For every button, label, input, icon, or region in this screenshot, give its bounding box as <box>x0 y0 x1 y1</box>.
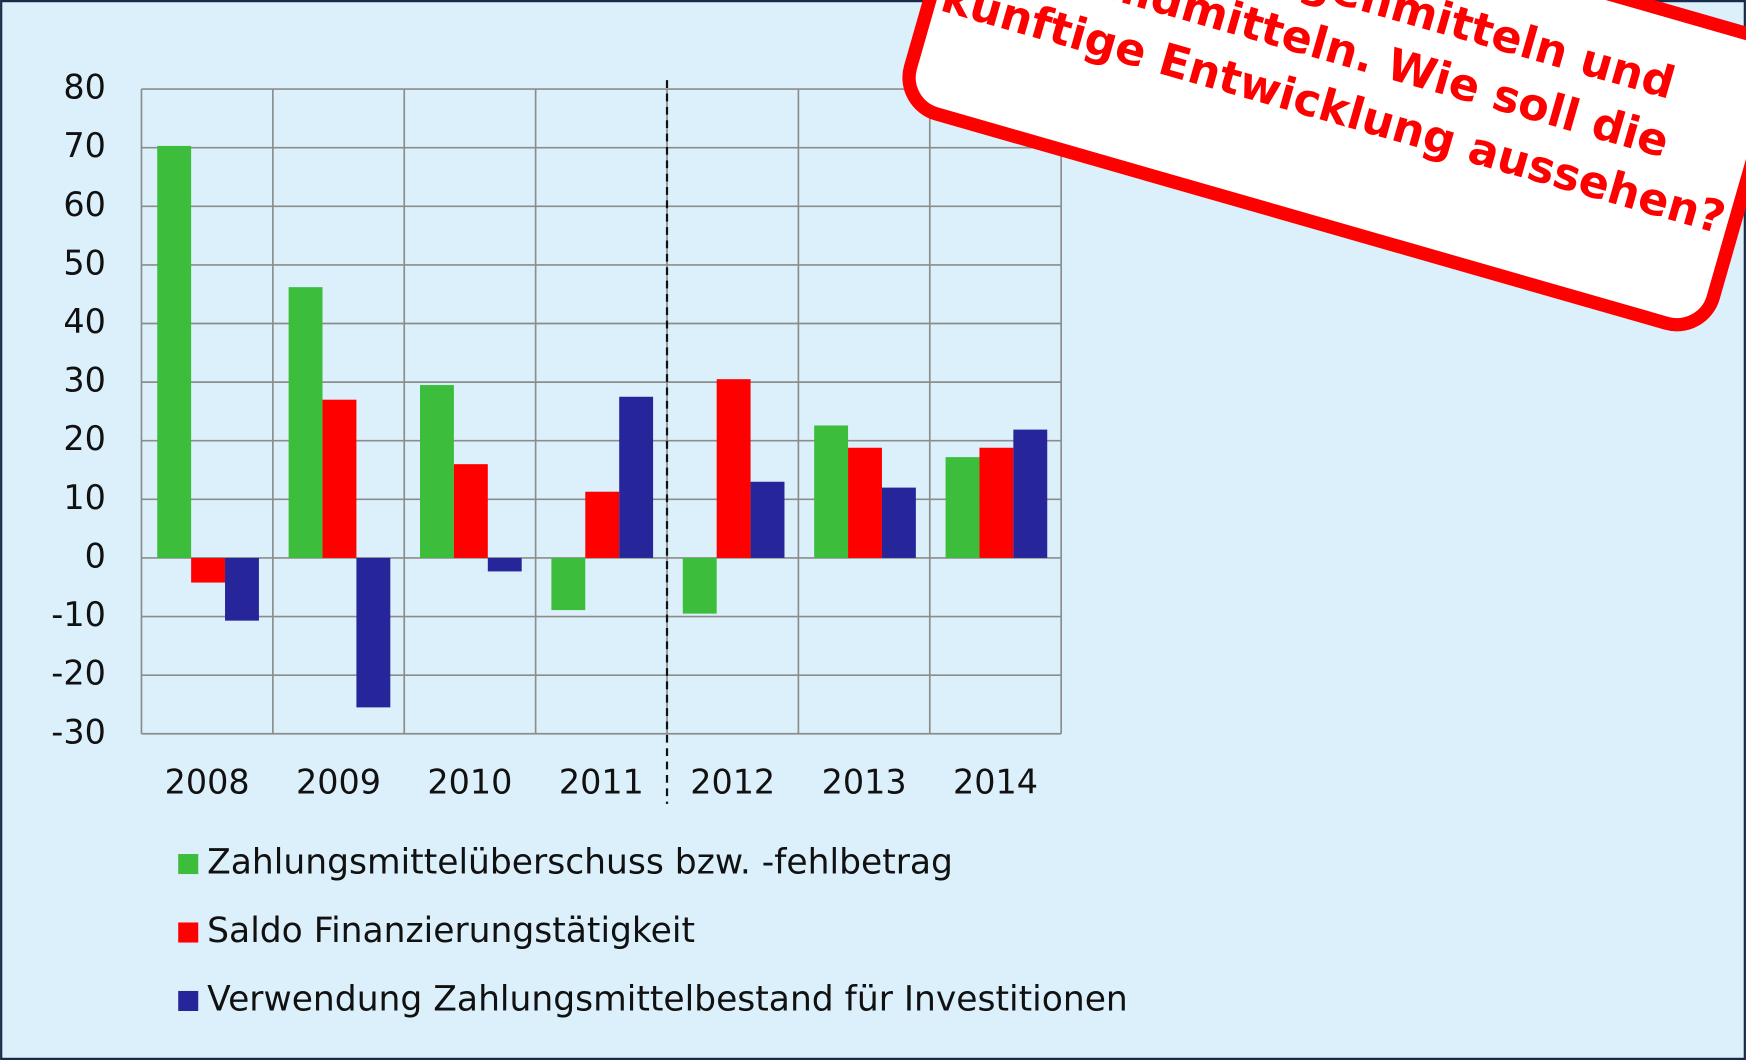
x-tick-label: 2012 <box>690 762 775 801</box>
y-tick-label: 50 <box>63 243 106 282</box>
annotation-box <box>902 0 1746 332</box>
y-tick-label: 40 <box>63 302 106 341</box>
y-tick-label: 10 <box>63 478 106 517</box>
bar <box>682 557 717 614</box>
bar <box>945 457 980 558</box>
bar <box>225 557 259 621</box>
bar <box>881 487 916 558</box>
bar <box>420 385 454 558</box>
x-tick-label: 2010 <box>427 762 512 801</box>
bar <box>716 379 751 558</box>
legend: Zahlungsmittelüberschuss bzw. -fehlbetra… <box>178 843 1128 1019</box>
bar <box>288 287 323 558</box>
x-tick-label: 2013 <box>822 762 907 801</box>
legend-label: Verwendung Zahlungsmittelbestand für Inv… <box>207 979 1128 1019</box>
bar <box>356 557 391 708</box>
bar <box>1013 429 1048 558</box>
bar <box>585 491 620 558</box>
bar <box>453 464 488 558</box>
x-tick-label: 2008 <box>165 762 250 801</box>
annotation: mix aus Eigenmitteln undFremdmitteln. Wi… <box>902 0 1746 332</box>
bar <box>848 447 882 558</box>
y-tick-label: 0 <box>85 536 106 575</box>
x-tick-label: 2009 <box>296 762 381 801</box>
y-tick-label: 60 <box>63 185 106 224</box>
legend-swatch <box>178 854 199 875</box>
bar <box>157 145 192 558</box>
bar <box>487 557 522 572</box>
y-tick-label: 20 <box>63 419 106 458</box>
y-tick-label: -10 <box>51 595 106 634</box>
legend-swatch <box>178 922 199 943</box>
x-tick-label: 2011 <box>559 762 644 801</box>
bar <box>322 399 357 558</box>
bar <box>619 396 654 558</box>
bar <box>814 425 849 558</box>
bar <box>979 447 1014 558</box>
y-tick-label: -30 <box>51 712 106 751</box>
bar <box>191 557 226 583</box>
bar <box>750 481 785 558</box>
y-tick-label: 70 <box>63 126 106 165</box>
y-tick-label: 80 <box>63 68 106 107</box>
x-tick-label: 2014 <box>953 762 1038 801</box>
legend-label: Saldo Finanzierungstätigkeit <box>207 911 695 951</box>
bar <box>551 557 586 611</box>
y-tick-label: 30 <box>63 361 106 400</box>
legend-swatch <box>178 990 199 1012</box>
plot: -30 -20 -10 0 10 20 30 40 50 60 70 80 2008 2009 2010 20… <box>51 68 1063 804</box>
y-tick-label: -20 <box>51 654 106 693</box>
legend-label: Zahlungsmittelüberschuss bzw. -fehlbetra… <box>207 843 953 883</box>
